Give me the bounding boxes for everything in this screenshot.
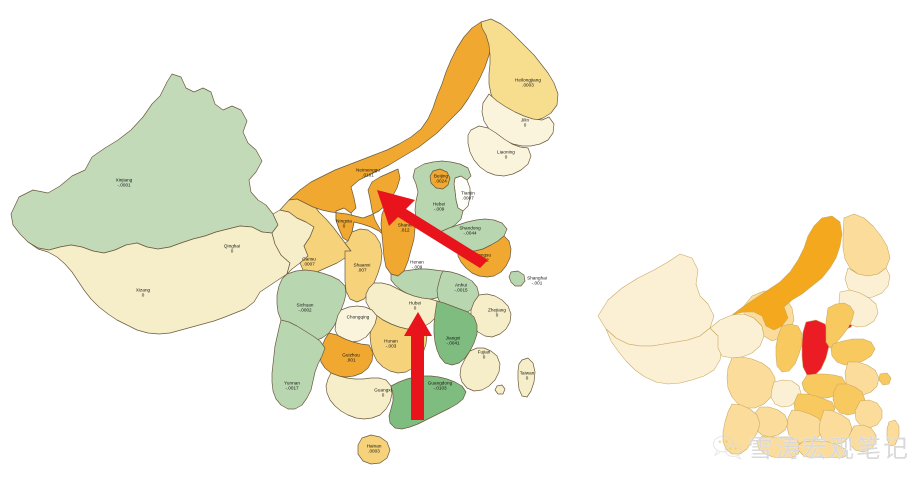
province-xizang	[27, 225, 291, 335]
province-yunnan	[271, 319, 326, 410]
province-hainan	[357, 434, 391, 465]
coastal-island-shapes	[494, 384, 506, 395]
province-xinjiang	[10, 73, 279, 254]
province-liaoning	[467, 125, 532, 177]
inset-province-sichuan	[726, 356, 776, 409]
inset-province-heilongjiang	[842, 213, 891, 277]
inset-province-xizang	[605, 327, 723, 385]
province-guangxi	[325, 372, 393, 420]
inset-province-guangdong	[797, 440, 848, 458]
inset-province-jiangxi	[818, 409, 853, 446]
inset-province-neimenggu	[731, 215, 843, 331]
inset-province-hebei	[825, 302, 855, 349]
province-shanxi	[380, 204, 416, 277]
inset-province-fujian	[848, 424, 877, 453]
watermark-text: 雪涛宏观笔记	[748, 434, 911, 463]
inset-province-shanxi-highlight	[801, 319, 830, 377]
province-guizhou	[319, 332, 374, 378]
province-chongqing	[334, 305, 378, 343]
inset-province-xinjiang	[597, 253, 715, 347]
inset-province-shanghai	[878, 372, 892, 386]
inset-province-qinghai	[709, 313, 765, 359]
china-inset-map	[592, 196, 921, 458]
province-fujian	[459, 347, 501, 392]
province-shanghai	[508, 270, 526, 287]
inset-province-zhejiang	[854, 399, 883, 429]
province-jilin	[481, 93, 555, 147]
wechat-account-watermark: 雪涛宏观笔记	[712, 424, 912, 470]
inset-province-taiwan	[886, 419, 900, 447]
province-jiangxi	[433, 300, 478, 366]
china-main-map	[10, 18, 559, 465]
province-taiwan	[517, 357, 536, 398]
inset-province-jilin	[844, 267, 891, 299]
inset-province-shandong	[830, 338, 876, 366]
inset-province-chongqing	[770, 379, 802, 408]
province-guangdong	[388, 375, 467, 430]
inset-province-guangxi	[756, 435, 802, 458]
inset-province-shaanxi	[775, 323, 803, 373]
wechat-icon	[712, 435, 742, 460]
